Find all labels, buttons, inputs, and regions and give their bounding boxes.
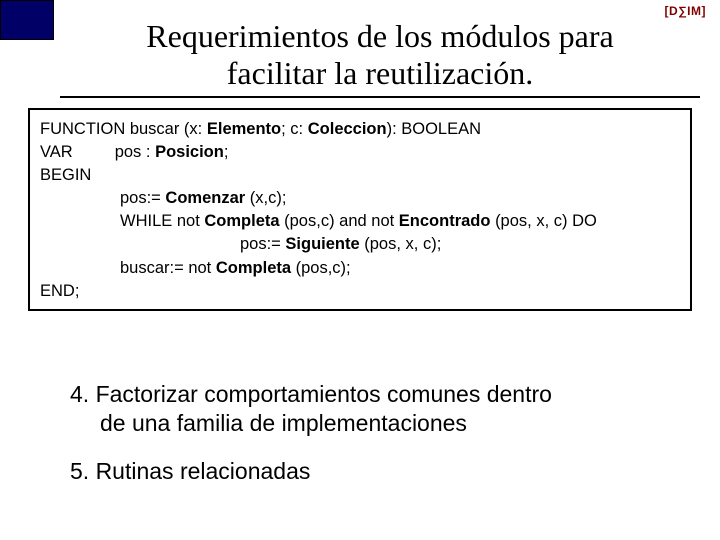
code-box: FUNCTION buscar (x: Elemento; c: Colecci…: [28, 108, 692, 311]
title-line-2: facilitar la reutilización.: [227, 55, 534, 91]
sidebar-block: [0, 0, 54, 40]
code-line-6: pos:= Siguiente (pos, x, c);: [40, 233, 680, 256]
code-line-4: pos:= Comenzar (x,c);: [40, 187, 680, 210]
point-5: 5. Rutinas relacionadas: [70, 457, 670, 486]
title-line-1: Requerimientos de los módulos para: [146, 18, 613, 54]
code-line-1: FUNCTION buscar (x: Elemento; c: Colecci…: [40, 118, 680, 141]
logo-text: [D∑IM]: [664, 4, 706, 18]
code-line-3: BEGIN: [40, 164, 680, 187]
point-4: 4. Factorizar comportamientos comunes de…: [70, 380, 670, 439]
slide-title: Requerimientos de los módulos para facil…: [60, 18, 700, 98]
code-line-8: END;: [40, 280, 680, 303]
bullet-points: 4. Factorizar comportamientos comunes de…: [70, 380, 670, 504]
code-line-2: VARpos : Posicion;: [40, 141, 680, 164]
code-line-7: buscar:= not Completa (pos,c);: [40, 257, 680, 280]
code-line-5: WHILE not Completa (pos,c) and not Encon…: [40, 210, 680, 233]
